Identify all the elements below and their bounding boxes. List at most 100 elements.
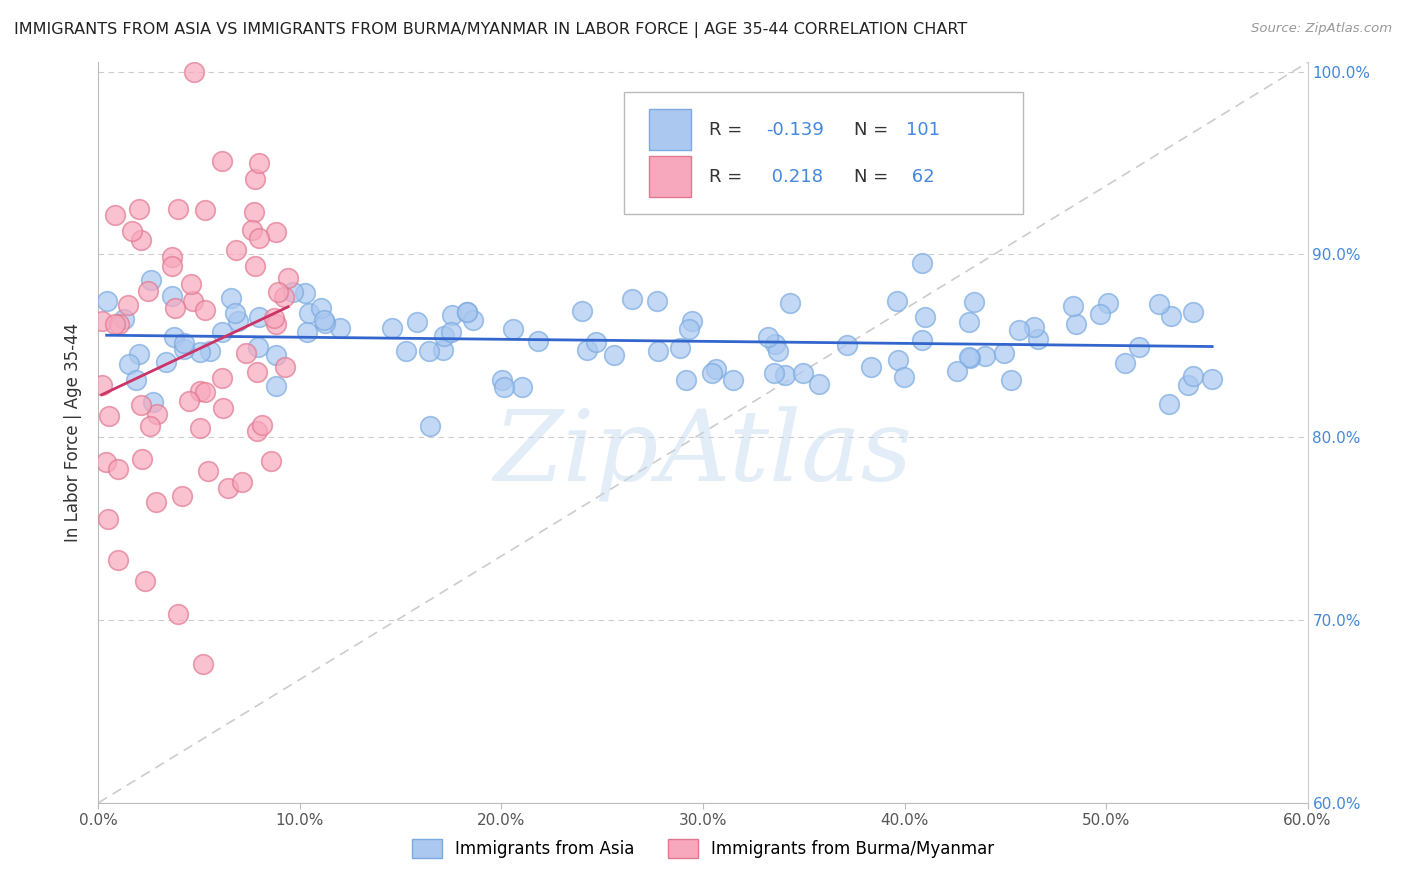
- Point: [211, 371, 233, 385]
- Point: [1022, 319, 1045, 334]
- Point: [217, 481, 239, 495]
- Point: [281, 285, 304, 299]
- Point: [1026, 332, 1049, 346]
- Point: [121, 223, 143, 237]
- Point: [463, 313, 485, 327]
- Point: [194, 384, 217, 399]
- Point: [107, 318, 129, 332]
- Point: [756, 330, 779, 344]
- Point: [762, 366, 785, 380]
- Point: [1177, 377, 1199, 392]
- Point: [267, 285, 290, 300]
- Point: [773, 368, 796, 382]
- Point: [792, 366, 814, 380]
- Point: [576, 343, 599, 357]
- Point: [146, 407, 169, 421]
- Point: [395, 344, 418, 359]
- Text: 101: 101: [905, 120, 941, 139]
- Point: [440, 308, 463, 322]
- Point: [235, 346, 257, 360]
- Point: [200, 343, 222, 358]
- Point: [309, 301, 332, 315]
- Point: [1128, 340, 1150, 354]
- Y-axis label: In Labor Force | Age 35-44: In Labor Force | Age 35-44: [65, 323, 83, 542]
- Point: [181, 293, 204, 308]
- Point: [118, 357, 141, 371]
- Point: [329, 321, 352, 335]
- Point: [160, 260, 183, 274]
- Point: [160, 289, 183, 303]
- Point: [893, 370, 915, 384]
- Point: [266, 317, 288, 331]
- Point: [675, 373, 697, 387]
- Point: [231, 475, 253, 489]
- Point: [432, 343, 454, 357]
- Point: [1008, 323, 1031, 337]
- Point: [527, 334, 550, 348]
- Point: [165, 301, 187, 315]
- Point: [197, 465, 219, 479]
- Point: [173, 342, 195, 356]
- Point: [645, 294, 668, 309]
- Point: [98, 409, 121, 424]
- Point: [155, 354, 177, 368]
- Point: [96, 293, 118, 308]
- Point: [225, 244, 247, 258]
- FancyBboxPatch shape: [648, 156, 690, 197]
- Point: [1159, 397, 1181, 411]
- Point: [974, 350, 997, 364]
- Point: [957, 315, 980, 329]
- Point: [191, 657, 214, 671]
- Point: [264, 348, 287, 362]
- Text: R =: R =: [709, 120, 748, 139]
- Text: 62: 62: [905, 169, 935, 186]
- Point: [1201, 372, 1223, 386]
- Point: [766, 344, 789, 359]
- Point: [96, 455, 118, 469]
- Point: [721, 373, 744, 387]
- Point: [277, 271, 299, 285]
- Point: [180, 277, 202, 292]
- Point: [128, 202, 150, 217]
- Point: [173, 335, 195, 350]
- Point: [183, 64, 205, 78]
- Point: [247, 231, 270, 245]
- Point: [381, 321, 404, 335]
- Point: [163, 329, 186, 343]
- Point: [295, 325, 318, 339]
- Point: [211, 325, 233, 339]
- Point: [647, 344, 669, 359]
- Point: [433, 329, 456, 343]
- FancyBboxPatch shape: [648, 109, 690, 150]
- Point: [211, 401, 233, 415]
- Point: [250, 418, 273, 433]
- Text: -0.139: -0.139: [766, 120, 824, 139]
- Point: [264, 379, 287, 393]
- Point: [193, 302, 215, 317]
- Point: [668, 341, 690, 355]
- Point: [274, 360, 297, 375]
- Point: [107, 462, 129, 476]
- Point: [418, 344, 440, 359]
- Point: [1147, 296, 1170, 310]
- Point: [247, 156, 270, 170]
- Point: [112, 312, 135, 326]
- Text: 0.218: 0.218: [766, 169, 823, 186]
- Point: [134, 574, 156, 589]
- Point: [242, 204, 264, 219]
- Point: [946, 364, 969, 378]
- Point: [188, 345, 211, 359]
- Text: Source: ZipAtlas.com: Source: ZipAtlas.com: [1251, 22, 1392, 36]
- Point: [494, 380, 516, 394]
- Point: [779, 296, 801, 310]
- Point: [172, 489, 194, 503]
- Point: [246, 365, 269, 379]
- Point: [294, 286, 316, 301]
- Point: [298, 305, 321, 319]
- Point: [603, 348, 626, 362]
- Legend: Immigrants from Asia, Immigrants from Burma/Myanmar: Immigrants from Asia, Immigrants from Bu…: [405, 832, 1001, 865]
- Point: [90, 314, 112, 328]
- Point: [621, 292, 644, 306]
- Point: [128, 347, 150, 361]
- Point: [314, 313, 336, 327]
